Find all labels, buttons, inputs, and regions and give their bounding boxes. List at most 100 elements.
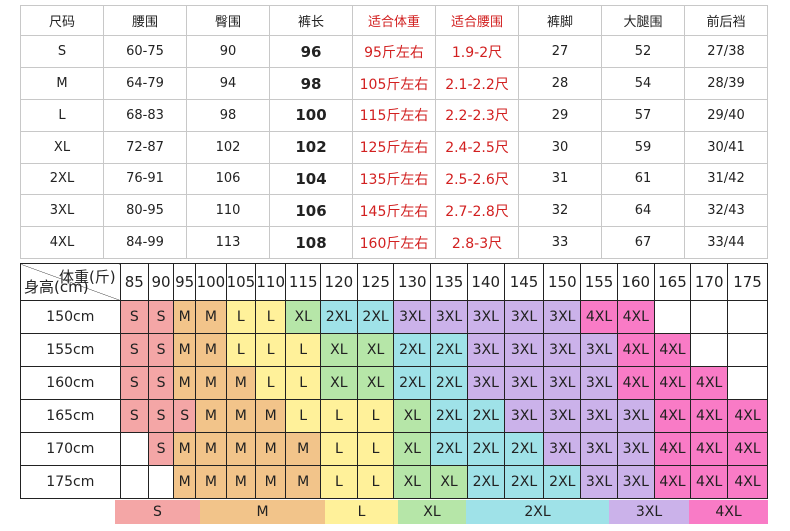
size-cell: XL <box>393 398 432 433</box>
size-cell: L <box>320 431 358 466</box>
size-cell: L <box>320 464 358 500</box>
size-cell: XL <box>393 431 432 466</box>
size-cell <box>690 332 729 367</box>
size-table-header: 臀围 <box>186 4 270 37</box>
size-table-cell: 110 <box>186 194 270 228</box>
size-cell <box>119 431 149 466</box>
size-cell <box>727 299 768 334</box>
size-cell: 3XL <box>616 431 655 466</box>
size-cell: XL <box>320 365 358 400</box>
weight-column-header: 165 <box>653 263 692 301</box>
weight-column-header: 95 <box>173 263 197 301</box>
size-cell: XL <box>430 464 468 500</box>
weight-column-header: 120 <box>320 263 358 301</box>
size-cell: 3XL <box>430 299 468 334</box>
size-table-cell: 33/44 <box>684 226 768 259</box>
size-table-cell: 61 <box>601 162 685 196</box>
size-cell: 3XL <box>393 299 432 334</box>
weight-column-header: 145 <box>503 263 545 301</box>
size-cell: S <box>119 299 149 334</box>
size-cell: 2XL <box>393 365 432 400</box>
size-cell: S <box>119 398 149 433</box>
size-cell: 4XL <box>653 398 692 433</box>
size-table-cell: 28 <box>518 67 602 100</box>
legend-swatch: S <box>115 500 200 524</box>
weight-column-header: 150 <box>543 263 582 301</box>
size-table-cell: 104 <box>269 162 353 196</box>
size-table-cell: 2.2-2.3尺 <box>435 98 519 132</box>
size-cell: M <box>254 464 287 500</box>
size-cell: S <box>119 365 149 400</box>
weight-height-size-grid: 体重(斤) 身高(cm) 85 90 95 100 105 110 115 120 125 130 13… <box>20 263 768 500</box>
size-cell: 4XL <box>690 365 729 400</box>
size-table-cell: 145斤左右 <box>352 194 436 228</box>
size-cell: L <box>285 365 321 400</box>
size-cell: S <box>147 365 175 400</box>
size-cell: 4XL <box>727 464 768 500</box>
size-table-cell: 57 <box>601 98 685 132</box>
size-cell: 2XL <box>430 365 468 400</box>
size-table-header: 大腿围 <box>601 4 685 37</box>
size-cell: 3XL <box>466 332 505 367</box>
size-table-cell: 68-83 <box>103 98 187 132</box>
size-table-header: 前后裆 <box>684 4 768 37</box>
size-cell: L <box>356 464 395 500</box>
grid-row: 155cm S S M M L L L XL XL 2XL 2XL 3XL 3XL 3XL 3XL 4XL 4XL <box>20 332 768 367</box>
size-cell: 4XL <box>616 332 655 367</box>
size-cell: 4XL <box>653 332 692 367</box>
size-table-cell: L <box>20 98 104 132</box>
size-table-cell: 54 <box>601 67 685 100</box>
size-cell: 2XL <box>503 431 545 466</box>
size-table-cell: 27/38 <box>684 35 768 69</box>
size-table-cell: 60-75 <box>103 35 187 69</box>
size-cell: S <box>147 332 175 367</box>
weight-column-header: 140 <box>466 263 505 301</box>
size-cell: 4XL <box>616 299 655 334</box>
size-cell: 3XL <box>580 398 618 433</box>
size-cell: 3XL <box>503 299 545 334</box>
size-cell: 3XL <box>503 398 545 433</box>
size-cell: 4XL <box>690 464 729 500</box>
weight-column-header: 135 <box>430 263 468 301</box>
weight-column-header: 110 <box>254 263 287 301</box>
height-row-header: 150cm <box>20 299 121 334</box>
size-cell: L <box>254 332 287 367</box>
size-cell: M <box>173 332 197 367</box>
size-table-cell: M <box>20 67 104 100</box>
size-cell: S <box>147 299 175 334</box>
size-cell: 3XL <box>543 365 582 400</box>
size-table-header: 适合腰围 <box>435 4 519 37</box>
size-table-cell: 30/41 <box>684 130 768 164</box>
size-cell: 4XL <box>653 464 692 500</box>
size-table-cell: XL <box>20 130 104 164</box>
size-cell: 2XL <box>466 464 505 500</box>
size-table-header: 适合体重 <box>352 4 436 37</box>
size-table-cell: 32/43 <box>684 194 768 228</box>
size-table-cell: 31 <box>518 162 602 196</box>
size-cell: 2XL <box>466 398 505 433</box>
size-cell: S <box>173 398 197 433</box>
size-table-cell: 64-79 <box>103 67 187 100</box>
size-cell: L <box>225 299 256 334</box>
size-table-cell: 106 <box>269 194 353 228</box>
size-cell: L <box>356 398 395 433</box>
size-cell: 3XL <box>543 398 582 433</box>
size-table-header: 尺码 <box>20 4 104 37</box>
size-cell: M <box>225 398 256 433</box>
weight-column-header: 105 <box>225 263 256 301</box>
size-cell: 3XL <box>466 299 505 334</box>
size-color-legend: S M L XL 2XL 3XL 4XL <box>115 500 768 524</box>
weight-column-header: 130 <box>393 263 432 301</box>
size-cell: M <box>195 464 227 500</box>
size-cell <box>147 464 175 500</box>
size-cell: M <box>225 431 256 466</box>
size-cell: 3XL <box>543 431 582 466</box>
size-cell: 3XL <box>616 464 655 500</box>
size-table-row: XL 72-87 102 102 125斤左右 2.4-2.5尺 30 59 30/41 <box>20 130 768 164</box>
legend-swatch: 3XL <box>609 500 689 524</box>
size-table-cell: 108 <box>269 226 353 259</box>
size-table-cell: 102 <box>269 130 353 164</box>
size-cell: L <box>356 431 395 466</box>
size-table-cell: 96 <box>269 35 353 69</box>
size-cell: 2XL <box>430 332 468 367</box>
